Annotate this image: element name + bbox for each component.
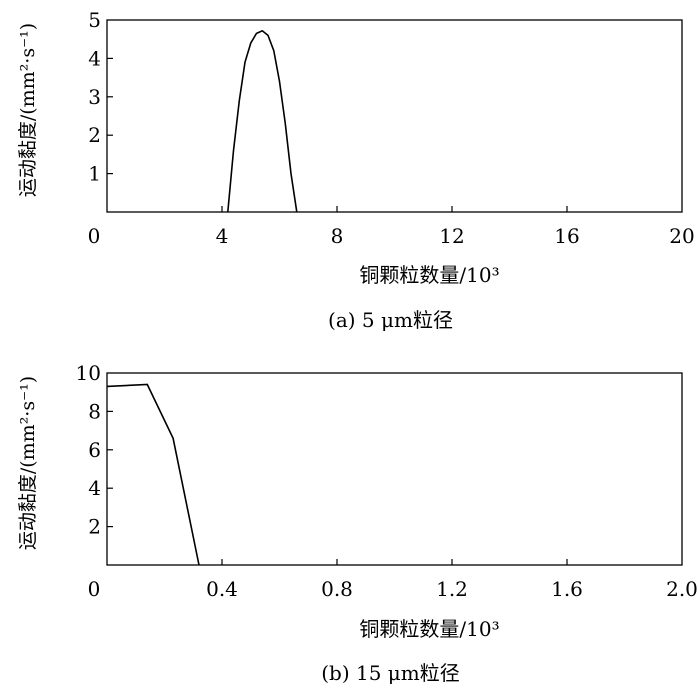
y-tick-label-a: 2 [88,123,101,147]
x-tick-label-a: 4 [216,224,229,248]
y-tick-label-b: 6 [88,438,101,462]
y-tick-label-b: 10 [76,361,101,385]
caption-a: (a) 5 μm粒径 [328,308,453,332]
y-tick-label-b: 2 [88,515,101,539]
plot-frame-a [106,19,683,213]
x-tick-label-a: 8 [331,224,344,248]
series-line-a [227,29,298,213]
y-axis-label-a: 运动黏度/(mm²·s⁻¹) [17,23,39,197]
y-tick-label-b: 4 [88,476,101,500]
y-tick-label-a: 5 [88,8,101,32]
x-tick-label-a: 20 [669,224,694,248]
plot-frame-b [106,372,683,566]
x-tick-label-a: 12 [439,224,464,248]
panel-b: 0 0.4 0.8 1.2 1.6 2.0 2 4 6 8 10 运动黏度/(mm²·s⁻¹) 铜… [17,361,698,685]
y-tick-label-b: 8 [88,399,101,423]
x-tick-label-b: 0.8 [321,577,353,601]
x-tick-label-b: 1.2 [436,577,468,601]
x-axis-label-b: 铜颗粒数量/10³ [359,617,499,641]
y-axis-label-b: 运动黏度/(mm²·s⁻¹) [17,376,39,550]
x-tick-label-b: 2.0 [666,577,698,601]
x-tick-label-a: 16 [554,224,579,248]
y-tick-label-a: 1 [88,162,101,186]
x-tick-label-b: 1.6 [551,577,583,601]
caption-b: (b) 15 μm粒径 [321,661,460,685]
x-tick-label-a: 0 [88,224,101,248]
x-tick-label-b: 0.4 [206,577,238,601]
series-line-b [106,383,200,566]
y-tick-label-a: 4 [88,46,101,70]
x-axis-label-a: 铜颗粒数量/10³ [359,263,499,287]
x-tick-label-b: 0 [88,577,101,601]
y-tick-label-a: 3 [88,85,101,109]
